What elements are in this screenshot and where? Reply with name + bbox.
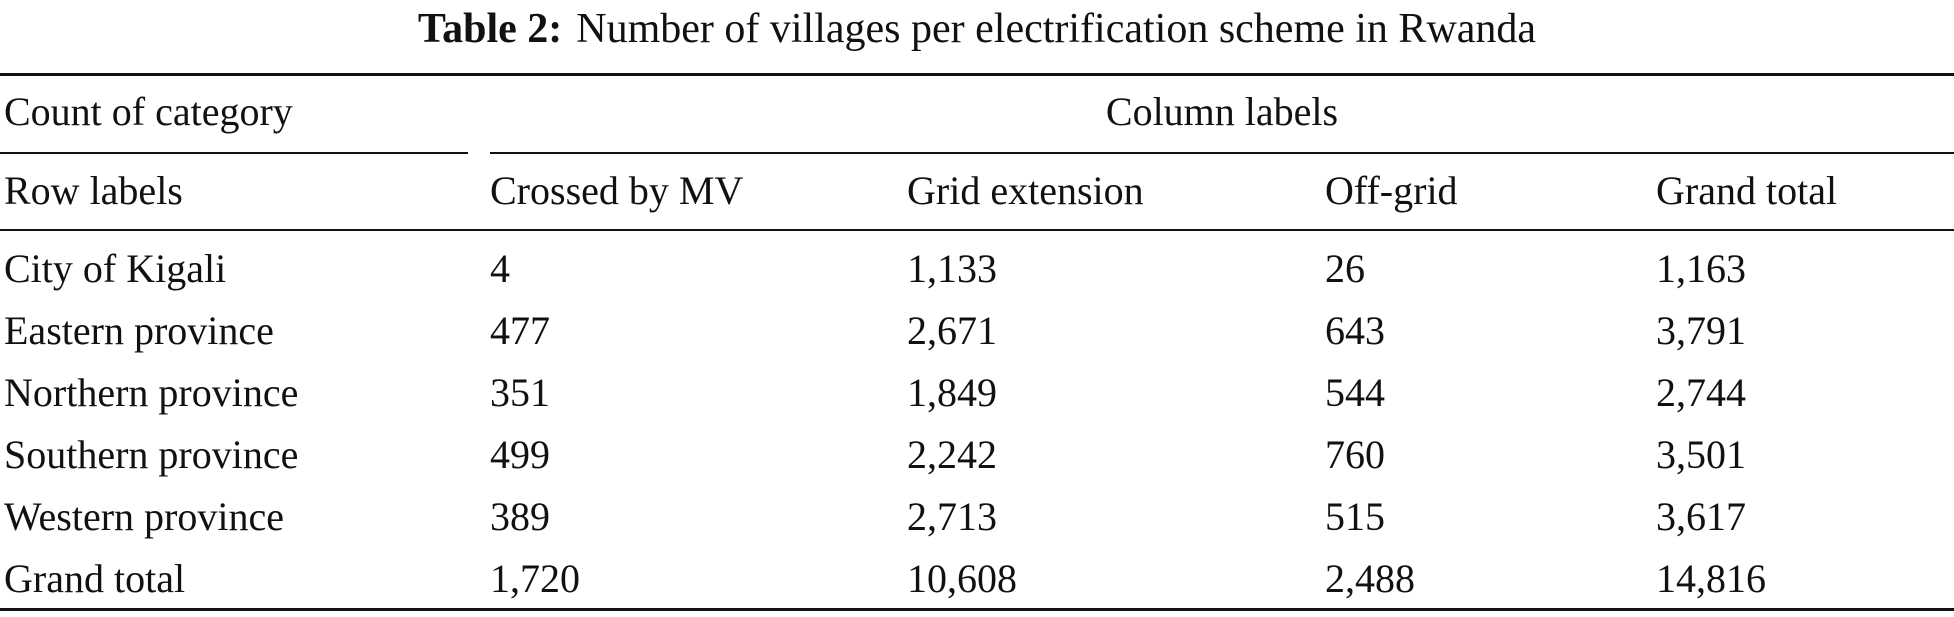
- table-caption: Table 2: Number of villages per electrifi…: [0, 0, 1954, 62]
- cell-value: 2,713: [907, 494, 997, 539]
- cell-value: 26: [1325, 246, 1365, 291]
- cell-value: 477: [490, 308, 550, 353]
- cell-value: 389: [490, 494, 550, 539]
- row-label: City of Kigali: [4, 246, 227, 291]
- cell-value: 3,791: [1656, 308, 1746, 353]
- column-header-off-grid: Off-grid: [1325, 168, 1458, 213]
- cell-value: 2,242: [907, 432, 997, 477]
- cell-value: 10,608: [907, 556, 1017, 601]
- table-caption-label: Table 2:: [417, 6, 563, 52]
- column-group-header: Column labels: [1105, 89, 1339, 134]
- cell-value: 499: [490, 432, 550, 477]
- corner-header: Count of category: [4, 89, 293, 134]
- bottom-rule: [0, 608, 1954, 611]
- header-rule: [0, 229, 1954, 231]
- cell-value: 351: [490, 370, 550, 415]
- top-rule: [0, 73, 1954, 76]
- cell-value: 1,720: [490, 556, 580, 601]
- row-label: Grand total: [4, 556, 186, 601]
- cell-value: 1,849: [907, 370, 997, 415]
- cell-value: 2,488: [1325, 556, 1415, 601]
- cell-value: 515: [1325, 494, 1385, 539]
- row-label: Western province: [4, 494, 284, 539]
- cell-value: 643: [1325, 308, 1385, 353]
- cell-value: 2,744: [1656, 370, 1746, 415]
- row-label: Northern province: [4, 370, 299, 415]
- cell-value: 1,163: [1656, 246, 1746, 291]
- column-header-grand-total: Grand total: [1656, 168, 1838, 213]
- table-caption-text: Number of villages per electrification s…: [576, 6, 1537, 52]
- group-rule: [490, 152, 1954, 154]
- cell-value: 2,671: [907, 308, 997, 353]
- column-header-grid-extension: Grid extension: [907, 168, 1144, 213]
- row-label: Eastern province: [4, 308, 274, 353]
- cell-value: 3,617: [1656, 494, 1746, 539]
- cell-value: 760: [1325, 432, 1385, 477]
- row-label: Southern province: [4, 432, 299, 477]
- cell-value: 544: [1325, 370, 1385, 415]
- cell-value: 1,133: [907, 246, 997, 291]
- cell-value: 4: [490, 246, 510, 291]
- corner-rule: [0, 152, 468, 154]
- row-labels-header: Row labels: [4, 168, 183, 213]
- cell-value: 3,501: [1656, 432, 1746, 477]
- column-header-crossed-by-mv: Crossed by MV: [490, 168, 744, 213]
- cell-value: 14,816: [1656, 556, 1766, 601]
